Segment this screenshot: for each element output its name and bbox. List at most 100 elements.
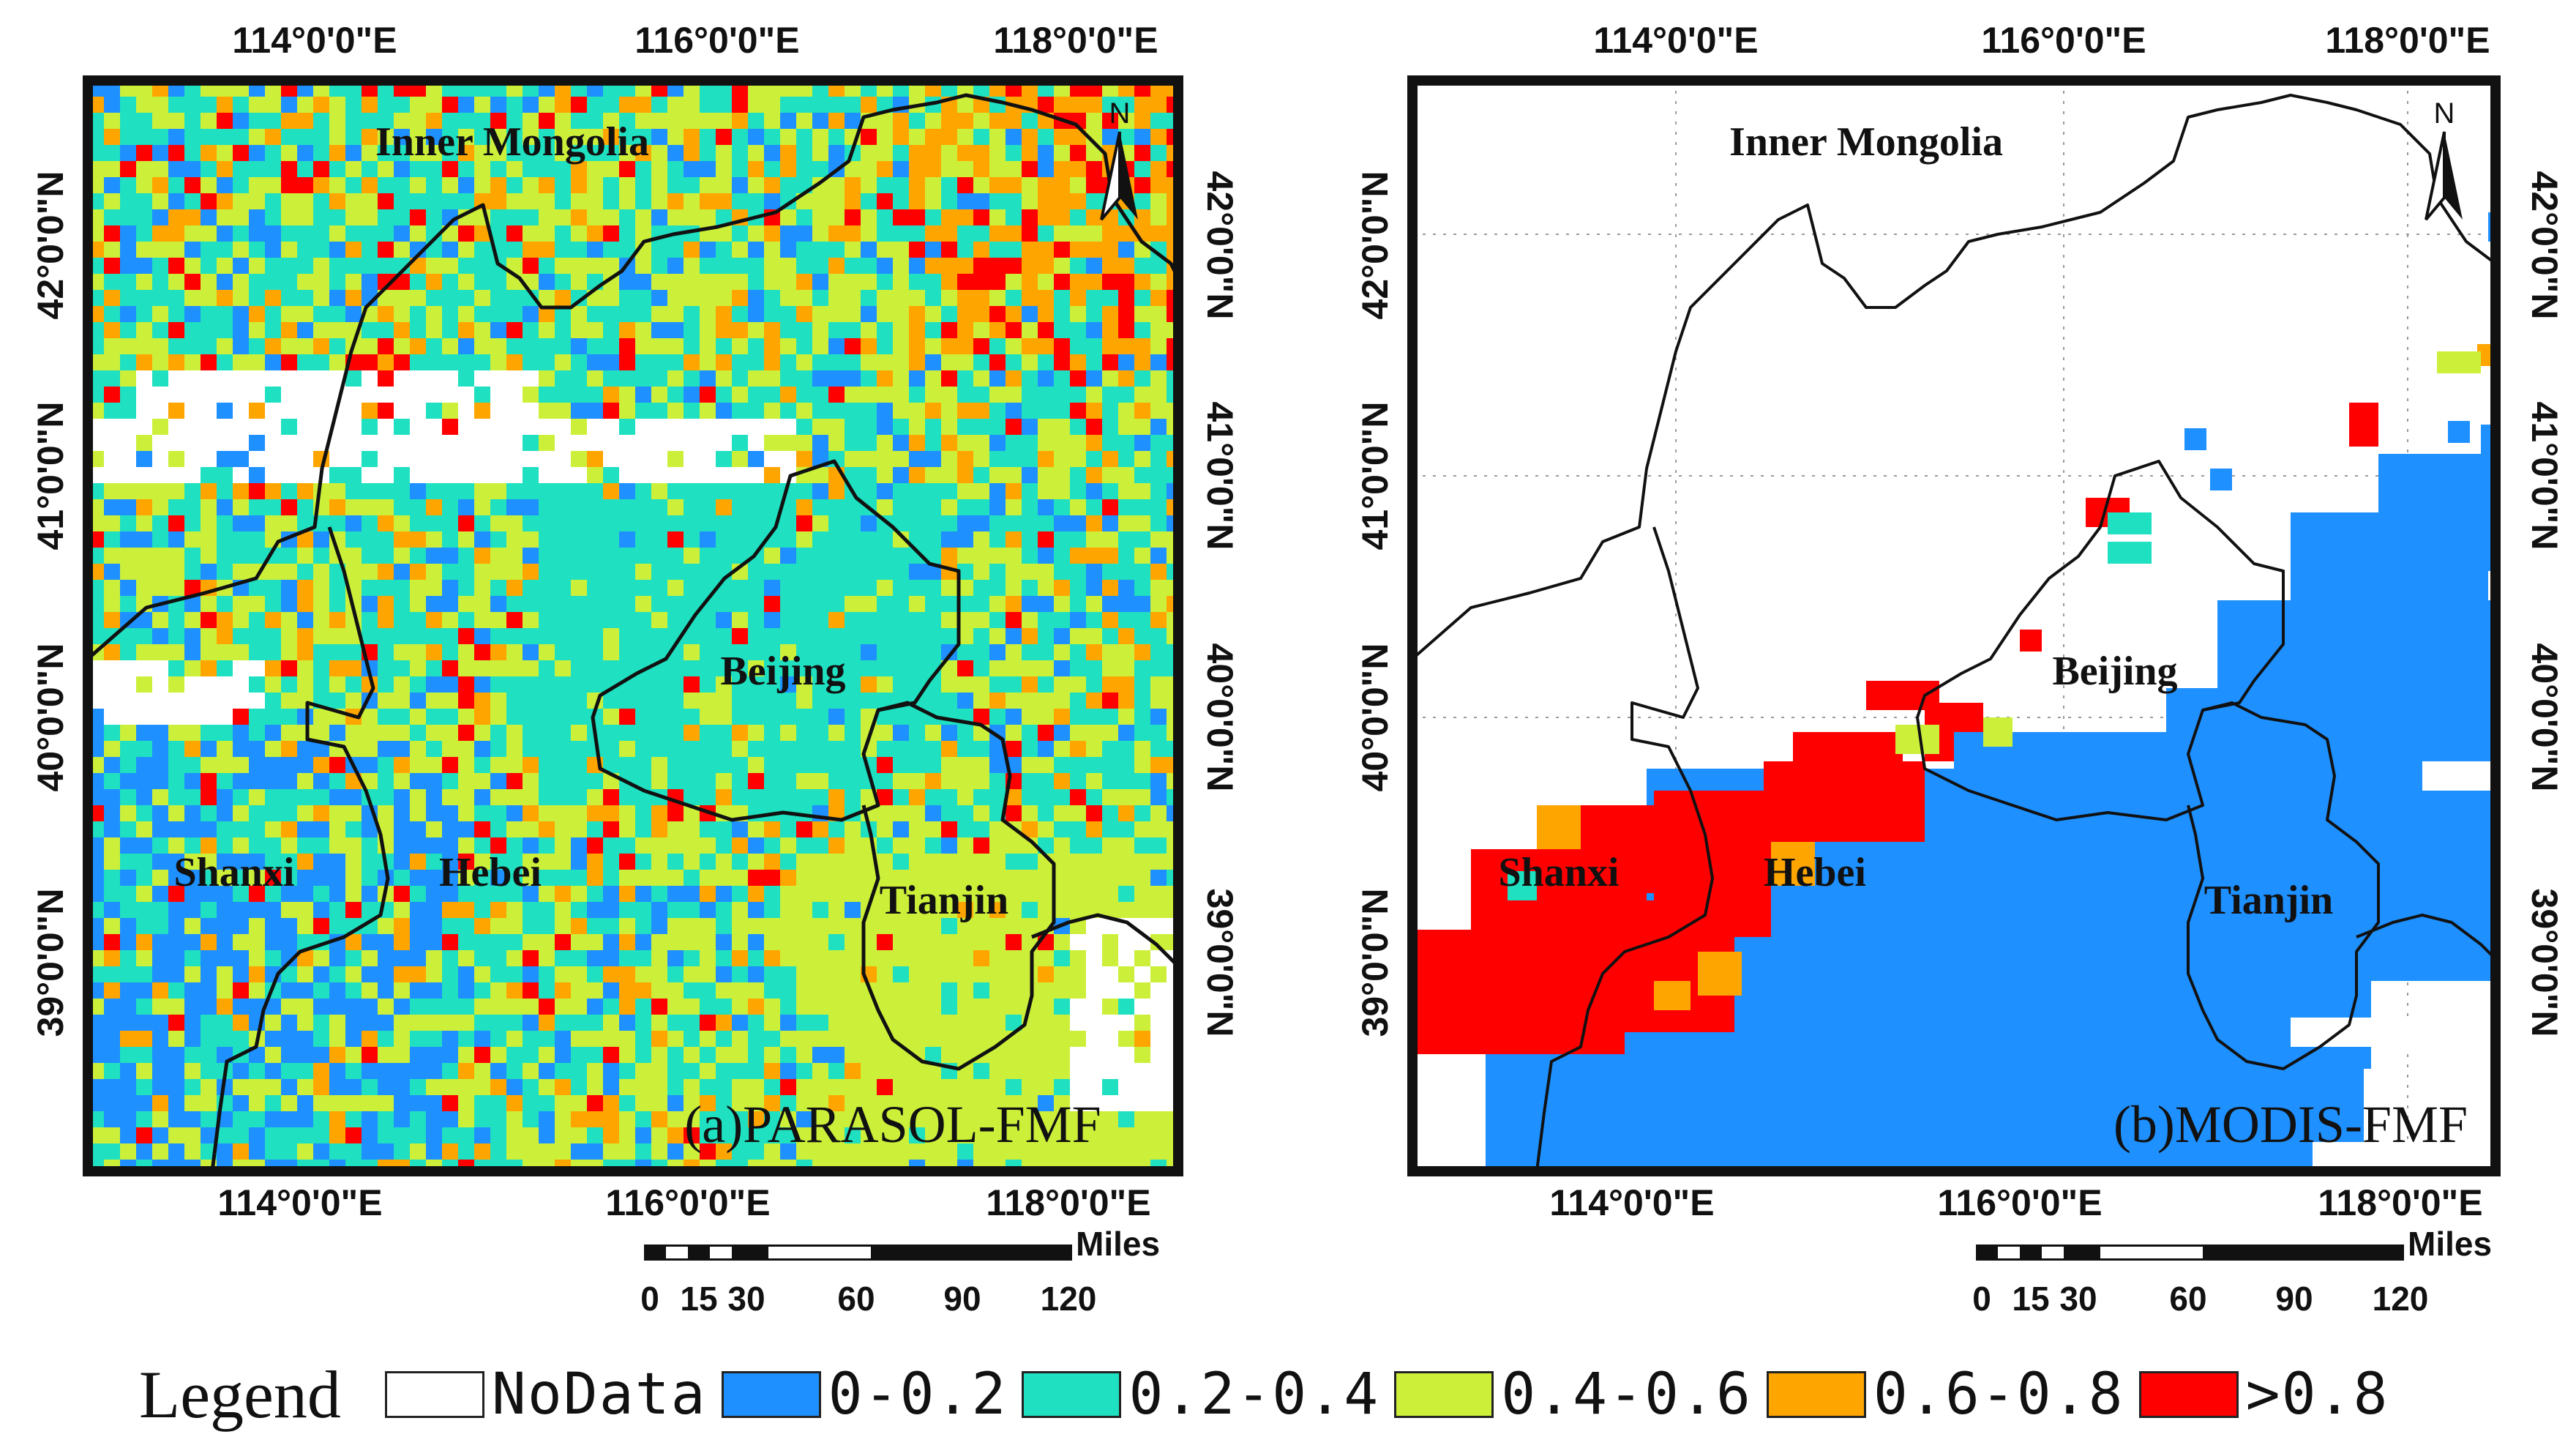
raster-pixel bbox=[651, 950, 667, 966]
raster-pixel bbox=[426, 837, 442, 854]
raster-pixel bbox=[571, 709, 587, 725]
raster-pixel bbox=[474, 177, 490, 193]
raster-pixel bbox=[909, 773, 925, 789]
raster-pixel bbox=[828, 644, 845, 660]
raster-pixel bbox=[909, 1143, 925, 1160]
raster-pixel bbox=[973, 387, 989, 403]
raster-pixel bbox=[539, 338, 555, 354]
raster-pixel bbox=[587, 918, 603, 934]
raster-pixel bbox=[168, 628, 184, 644]
raster-pixel bbox=[120, 1015, 136, 1031]
raster-pixel bbox=[925, 918, 941, 934]
raster-pixel bbox=[619, 1063, 635, 1079]
raster-pixel bbox=[1102, 805, 1118, 821]
raster-pixel bbox=[845, 757, 861, 773]
raster-pixel bbox=[1150, 515, 1167, 531]
raster-pixel bbox=[297, 1063, 313, 1079]
raster-pixel bbox=[555, 483, 571, 499]
raster-pixel bbox=[136, 177, 152, 193]
raster-pixel bbox=[780, 999, 796, 1015]
raster-pixel bbox=[152, 693, 168, 709]
raster-pixel bbox=[523, 628, 539, 644]
raster-pixel bbox=[152, 628, 168, 644]
raster-pixel bbox=[877, 370, 893, 387]
raster-pixel bbox=[828, 902, 845, 918]
raster-pixel bbox=[458, 225, 474, 242]
raster-pixel bbox=[764, 1031, 780, 1047]
raster-pixel bbox=[1102, 773, 1118, 789]
raster-pixel bbox=[458, 467, 474, 483]
raster-pixel bbox=[136, 660, 152, 676]
raster-pixel bbox=[1134, 531, 1150, 548]
raster-pixel bbox=[378, 322, 394, 338]
raster-pixel bbox=[201, 242, 217, 258]
raster-pixel bbox=[394, 548, 410, 564]
raster-pixel bbox=[1022, 902, 1038, 918]
raster-pixel bbox=[1038, 467, 1054, 483]
raster-pixel bbox=[845, 290, 861, 306]
raster-pixel bbox=[957, 242, 973, 258]
raster-pixel bbox=[893, 886, 909, 902]
raster-pixel bbox=[828, 97, 845, 113]
raster-pixel bbox=[716, 1031, 732, 1047]
raster-pixel bbox=[667, 837, 684, 854]
raster-pixel bbox=[957, 145, 973, 161]
raster-pixel bbox=[748, 789, 764, 805]
raster-pixel bbox=[1086, 821, 1102, 837]
raster-pixel bbox=[201, 757, 217, 773]
raster-pixel bbox=[281, 1111, 297, 1127]
raster-pixel bbox=[152, 805, 168, 821]
raster-pixel bbox=[539, 548, 555, 564]
raster-pixel bbox=[1118, 1047, 1134, 1063]
raster-pixel bbox=[217, 918, 233, 934]
raster-pixel bbox=[893, 1111, 909, 1127]
raster-pixel bbox=[1086, 370, 1102, 387]
raster-pixel bbox=[184, 757, 201, 773]
raster-pixel bbox=[297, 548, 313, 564]
raster-pixel bbox=[104, 306, 120, 322]
raster-pixel bbox=[539, 387, 555, 403]
raster-pixel bbox=[651, 870, 667, 886]
raster-pixel bbox=[828, 950, 845, 966]
raster-pixel bbox=[796, 950, 812, 966]
raster-pixel bbox=[587, 821, 603, 837]
raster-pixel bbox=[394, 966, 410, 982]
label-hebei: Hebei bbox=[439, 850, 542, 895]
raster-pixel bbox=[716, 97, 732, 113]
raster-pixel bbox=[571, 242, 587, 258]
raster-pixel bbox=[1006, 499, 1022, 515]
raster-pixel bbox=[1006, 113, 1022, 129]
raster-pixel bbox=[539, 1031, 555, 1047]
raster-pixel bbox=[555, 129, 571, 145]
raster-pixel bbox=[925, 596, 941, 612]
raster-pixel bbox=[152, 274, 168, 290]
raster-pixel bbox=[893, 531, 909, 548]
raster-pixel bbox=[619, 419, 635, 435]
legend-swatch bbox=[1394, 1371, 1494, 1418]
raster-pixel bbox=[426, 258, 442, 274]
raster-pixel bbox=[265, 773, 281, 789]
raster-pixel bbox=[281, 387, 297, 403]
raster-pixel bbox=[184, 338, 201, 354]
raster-pixel bbox=[957, 676, 973, 693]
raster-pixel bbox=[523, 548, 539, 564]
raster-pixel bbox=[764, 580, 780, 596]
raster-pixel bbox=[1038, 531, 1054, 548]
raster-pixel bbox=[716, 322, 732, 338]
raster-pixel bbox=[1006, 982, 1022, 999]
raster-pixel bbox=[828, 966, 845, 982]
raster-pixel bbox=[426, 934, 442, 950]
raster-pixel bbox=[1054, 129, 1070, 145]
raster-pixel bbox=[458, 950, 474, 966]
raster-pixel bbox=[893, 596, 909, 612]
raster-pixel bbox=[1054, 403, 1070, 419]
raster-pixel bbox=[120, 1047, 136, 1063]
raster-pixel bbox=[700, 548, 716, 564]
raster-pixel bbox=[313, 789, 329, 805]
raster-pixel bbox=[297, 789, 313, 805]
raster-pixel bbox=[265, 1095, 281, 1111]
raster-pixel bbox=[506, 821, 523, 837]
raster-pixel bbox=[458, 113, 474, 129]
raster-pixel bbox=[925, 564, 941, 580]
raster-pixel bbox=[716, 676, 732, 693]
